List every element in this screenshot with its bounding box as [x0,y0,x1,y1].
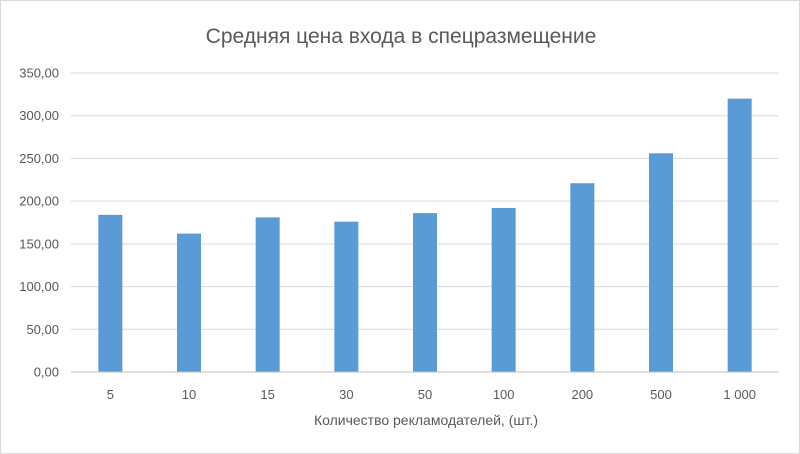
bar-5 [98,214,123,372]
y-tick-label: 0,00 [34,365,59,380]
x-tick-label: 15 [260,387,274,402]
x-tick-label: 50 [418,387,432,402]
bar-1000 [727,98,752,372]
y-tick-label: 200,00 [19,194,59,209]
y-tick-label: 100,00 [19,279,59,294]
x-tick-label: 10 [182,387,196,402]
bars [98,98,752,372]
y-tick-label: 150,00 [19,236,59,251]
chart-title: Средняя цена входа в спецразмещение [206,25,597,48]
y-tick-label: 300,00 [19,108,59,123]
y-tick-label: 350,00 [19,66,59,81]
x-tick-label: 500 [650,387,672,402]
bar-10 [177,233,201,372]
x-tick-label: 5 [107,387,114,402]
x-tick-label: 1 000 [723,387,756,402]
x-tick-label: 200 [571,387,593,402]
y-tick-label: 50,00 [26,322,59,337]
x-tick-label: 30 [339,387,353,402]
bar-50 [413,213,437,372]
y-axis-ticks: 0,00 50,00 100,00 150,00 200,00 250,00 300,00 3… [19,66,59,380]
bar-100 [491,207,516,372]
bar-15 [255,217,280,372]
y-tick-label: 250,00 [19,151,59,166]
x-axis-label: Количество рекламодателей, (шт.) [314,412,538,428]
bar-30 [334,221,359,372]
x-axis-ticks: 5 10 15 30 50 100 200 500 1 000 [107,387,756,402]
bar-200 [570,183,595,372]
bar-500 [649,153,673,372]
x-tick-label: 100 [493,387,515,402]
